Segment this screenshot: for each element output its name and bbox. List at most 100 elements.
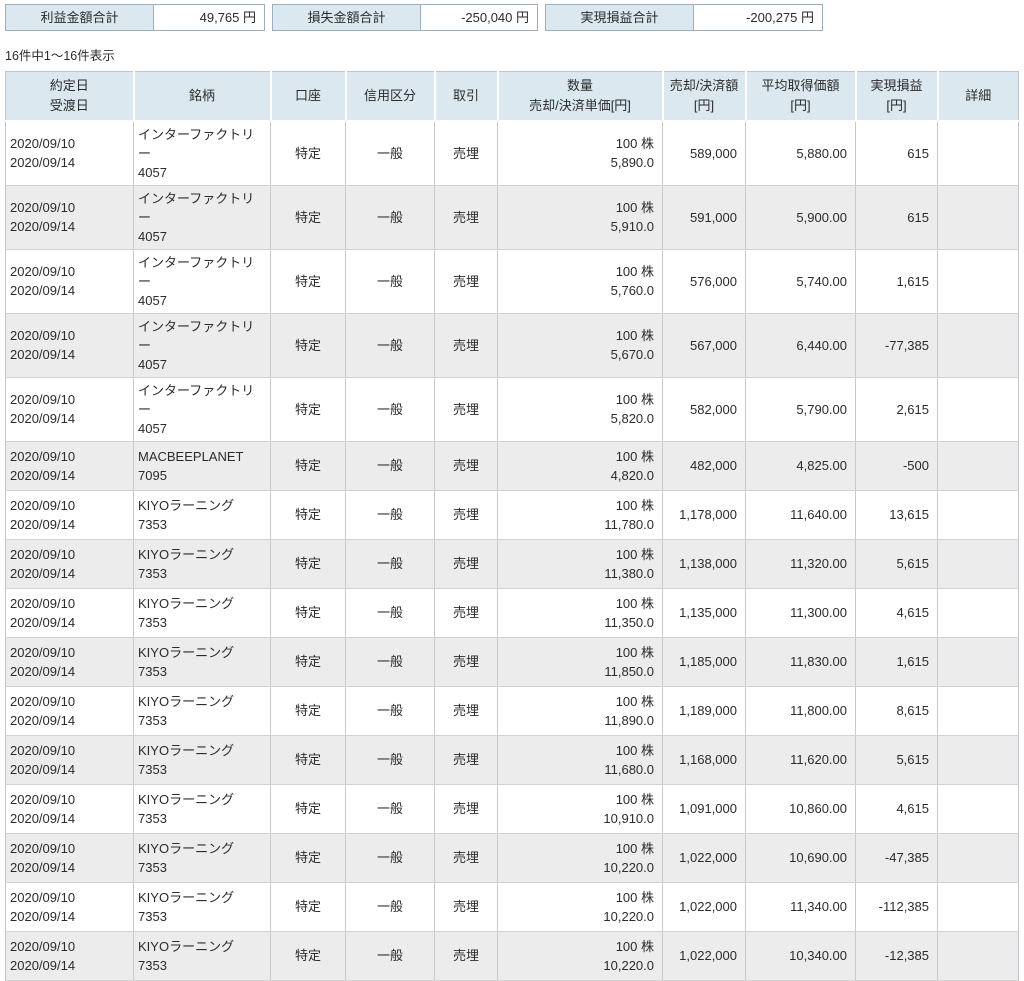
margin-type-cell: 一般 — [345, 833, 435, 883]
quantity-price-cell: 100 株 11,380.0 — [497, 539, 663, 589]
summary-label: 実現損益合計 — [546, 5, 694, 30]
stock-cell: KIYOラーニング 7353 — [133, 490, 271, 540]
trade-type-cell: 売埋 — [434, 249, 498, 314]
summary-box-loss: 損失金額合計 -250,040 円 — [272, 4, 538, 31]
realized-pl-cell: 5,615 — [855, 539, 938, 589]
trade-type-cell: 売埋 — [434, 735, 498, 785]
realized-pl-cell: -500 — [855, 441, 938, 491]
table-row: 2020/09/10 2020/09/14 KIYOラーニング 7353 特定 一般 売埋 1… — [5, 735, 1019, 785]
table-row: 2020/09/10 2020/09/14 KIYOラーニング 7353 特定 一般 売埋 1… — [5, 931, 1019, 981]
margin-type-cell: 一般 — [345, 931, 435, 981]
quantity-price-cell: 100 株 10,220.0 — [497, 833, 663, 883]
realized-pl-cell: 4,615 — [855, 588, 938, 638]
realized-pl-cell: -112,385 — [855, 882, 938, 932]
settlement-amount-cell: 589,000 — [662, 120, 746, 186]
avg-acquisition-cell: 4,825.00 — [745, 441, 856, 491]
summary-bar: 利益金額合計 49,765 円 損失金額合計 -250,040 円 実現損益合計… — [5, 4, 1019, 31]
stock-cell: KIYOラーニング 7353 — [133, 735, 271, 785]
realized-pl-cell: -12,385 — [855, 931, 938, 981]
trade-date-cell: 2020/09/10 2020/09/14 — [5, 882, 134, 932]
trade-date-cell: 2020/09/10 2020/09/14 — [5, 735, 134, 785]
stock-cell: インターファクトリー 4057 — [133, 249, 271, 314]
table-row: 2020/09/10 2020/09/14 KIYOラーニング 7353 特定 一般 売埋 1… — [5, 588, 1019, 638]
table-row: 2020/09/10 2020/09/14 MACBEEPLANET 7095 特定 一般… — [5, 441, 1019, 491]
table-row: 2020/09/10 2020/09/14 KIYOラーニング 7353 特定 一般 売埋 1… — [5, 637, 1019, 687]
stock-cell: KIYOラーニング 7353 — [133, 833, 271, 883]
stock-cell: MACBEEPLANET 7095 — [133, 441, 271, 491]
quantity-price-cell: 100 株 11,350.0 — [497, 588, 663, 638]
table-row: 2020/09/10 2020/09/14 KIYOラーニング 7353 特定 一般 売埋 1… — [5, 784, 1019, 834]
quantity-price-cell: 100 株 11,850.0 — [497, 637, 663, 687]
account-cell: 特定 — [270, 686, 346, 736]
margin-type-cell: 一般 — [345, 784, 435, 834]
quantity-price-cell: 100 株 11,890.0 — [497, 686, 663, 736]
account-cell: 特定 — [270, 249, 346, 314]
settlement-amount-cell: 1,022,000 — [662, 833, 746, 883]
quantity-price-cell: 100 株 5,760.0 — [497, 249, 663, 314]
margin-type-cell: 一般 — [345, 313, 435, 378]
table-row: 2020/09/10 2020/09/14 インターファクトリー 4057 特定 一般 売埋… — [5, 377, 1019, 442]
trade-type-cell: 売埋 — [434, 637, 498, 687]
margin-type-cell: 一般 — [345, 637, 435, 687]
realized-pl-cell: 1,615 — [855, 249, 938, 314]
detail-cell — [937, 539, 1019, 589]
column-header: 売却/決済額 [円] — [661, 71, 746, 122]
margin-type-cell: 一般 — [345, 249, 435, 314]
trade-type-cell: 売埋 — [434, 185, 498, 250]
trade-type-cell: 売埋 — [434, 833, 498, 883]
settlement-amount-cell: 1,178,000 — [662, 490, 746, 540]
results-table-header: 約定日 受渡日 銘柄 口座 信用区分 取引 数量 売却/決済単価[円] 売却/決済額 [円] 平均取… — [5, 71, 1019, 122]
quantity-price-cell: 100 株 5,910.0 — [497, 185, 663, 250]
column-header: 銘柄 — [132, 71, 271, 122]
avg-acquisition-cell: 5,790.00 — [745, 377, 856, 442]
column-header: 口座 — [269, 71, 346, 122]
account-cell: 特定 — [270, 377, 346, 442]
margin-type-cell: 一般 — [345, 588, 435, 638]
table-row: 2020/09/10 2020/09/14 KIYOラーニング 7353 特定 一般 売埋 1… — [5, 539, 1019, 589]
stock-cell: KIYOラーニング 7353 — [133, 588, 271, 638]
account-cell: 特定 — [270, 735, 346, 785]
avg-acquisition-cell: 11,620.00 — [745, 735, 856, 785]
quantity-price-cell: 100 株 5,820.0 — [497, 377, 663, 442]
stock-cell: KIYOラーニング 7353 — [133, 539, 271, 589]
margin-type-cell: 一般 — [345, 882, 435, 932]
account-cell: 特定 — [270, 539, 346, 589]
avg-acquisition-cell: 5,880.00 — [745, 120, 856, 186]
trade-type-cell: 売埋 — [434, 686, 498, 736]
detail-cell — [937, 490, 1019, 540]
trade-type-cell: 売埋 — [434, 539, 498, 589]
account-cell: 特定 — [270, 882, 346, 932]
stock-cell: KIYOラーニング 7353 — [133, 637, 271, 687]
settlement-amount-cell: 567,000 — [662, 313, 746, 378]
realized-pl-cell: -77,385 — [855, 313, 938, 378]
margin-type-cell: 一般 — [345, 490, 435, 540]
table-row: 2020/09/10 2020/09/14 KIYOラーニング 7353 特定 一般 売埋 1… — [5, 686, 1019, 736]
settlement-amount-cell: 482,000 — [662, 441, 746, 491]
stock-cell: インターファクトリー 4057 — [133, 313, 271, 378]
margin-type-cell: 一般 — [345, 377, 435, 442]
avg-acquisition-cell: 11,830.00 — [745, 637, 856, 687]
detail-cell — [937, 441, 1019, 491]
trade-date-cell: 2020/09/10 2020/09/14 — [5, 931, 134, 981]
detail-cell — [937, 735, 1019, 785]
table-row: 2020/09/10 2020/09/14 インターファクトリー 4057 特定 一般 売埋… — [5, 120, 1019, 186]
settlement-amount-cell: 1,091,000 — [662, 784, 746, 834]
trade-date-cell: 2020/09/10 2020/09/14 — [5, 441, 134, 491]
quantity-price-cell: 100 株 5,890.0 — [497, 120, 663, 186]
trade-date-cell: 2020/09/10 2020/09/14 — [5, 637, 134, 687]
summary-label: 利益金額合計 — [6, 5, 154, 30]
settlement-amount-cell: 1,185,000 — [662, 637, 746, 687]
account-cell: 特定 — [270, 120, 346, 186]
quantity-price-cell: 100 株 10,220.0 — [497, 882, 663, 932]
trade-date-cell: 2020/09/10 2020/09/14 — [5, 249, 134, 314]
column-header: 実現損益 [円] — [854, 71, 938, 122]
trade-date-cell: 2020/09/10 2020/09/14 — [5, 588, 134, 638]
detail-cell — [937, 249, 1019, 314]
table-row: 2020/09/10 2020/09/14 KIYOラーニング 7353 特定 一般 売埋 1… — [5, 833, 1019, 883]
settlement-amount-cell: 582,000 — [662, 377, 746, 442]
quantity-price-cell: 100 株 10,220.0 — [497, 931, 663, 981]
table-row: 2020/09/10 2020/09/14 インターファクトリー 4057 特定 一般 売埋… — [5, 313, 1019, 378]
settlement-amount-cell: 1,135,000 — [662, 588, 746, 638]
trade-type-cell: 売埋 — [434, 588, 498, 638]
account-cell: 特定 — [270, 441, 346, 491]
